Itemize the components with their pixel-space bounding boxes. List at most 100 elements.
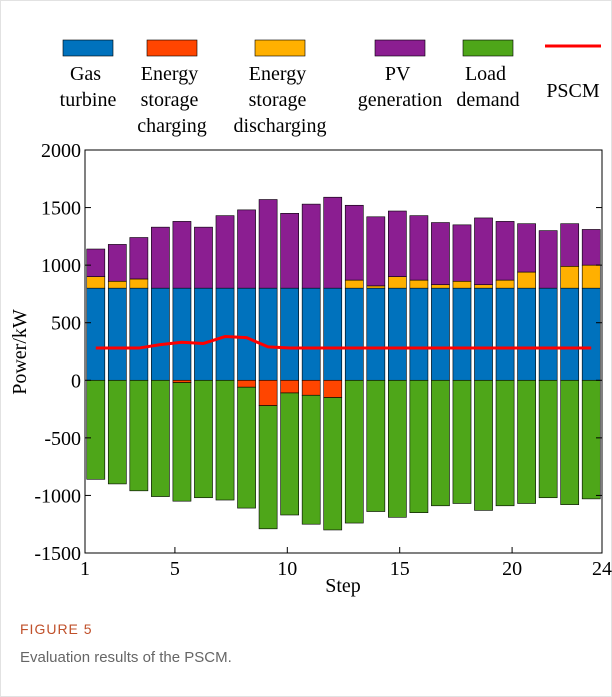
bar-segment bbox=[280, 392, 299, 516]
bar-segment bbox=[258, 199, 278, 289]
bar-segment bbox=[409, 379, 429, 513]
legend-label: Load demand bbox=[456, 63, 519, 111]
bar-segment bbox=[258, 405, 278, 530]
bar-segment bbox=[172, 379, 192, 383]
y-tick-label: 0 bbox=[71, 370, 81, 392]
legend-swatch bbox=[462, 39, 514, 57]
bar-segment bbox=[517, 271, 536, 289]
bar-segment bbox=[86, 248, 106, 277]
y-tick-label: 2000 bbox=[41, 140, 81, 162]
caption-label: FIGURE 5 bbox=[20, 621, 93, 637]
bar-segment bbox=[581, 379, 601, 500]
bar-segment bbox=[431, 287, 450, 381]
bar-segment bbox=[344, 204, 364, 281]
bar-segment bbox=[323, 287, 343, 381]
bar-segment bbox=[495, 279, 515, 289]
y-axis-label: Power/kW bbox=[9, 309, 31, 395]
bar-segment bbox=[495, 287, 515, 381]
legend-swatch bbox=[146, 39, 198, 57]
x-axis-label: Step bbox=[325, 575, 361, 597]
bar-segment bbox=[538, 287, 558, 381]
bar-segment bbox=[560, 223, 580, 267]
bar-segment bbox=[452, 224, 472, 282]
bar-segment bbox=[237, 287, 256, 381]
bar-segment bbox=[215, 215, 235, 289]
bar-segment bbox=[86, 379, 106, 480]
bar-segment bbox=[431, 284, 450, 289]
bar-segment bbox=[237, 386, 256, 509]
bar-segment bbox=[258, 287, 278, 381]
bar-segment bbox=[280, 379, 299, 394]
bar-segment bbox=[344, 279, 364, 289]
y-tick-label: 500 bbox=[51, 313, 81, 335]
bar-segment bbox=[107, 280, 127, 289]
bar-segment bbox=[194, 226, 213, 289]
bar-segment bbox=[301, 203, 321, 289]
bar-segment bbox=[409, 279, 429, 289]
legend-label: Energy storage charging bbox=[137, 63, 207, 137]
bar-segment bbox=[215, 379, 235, 501]
bar-segment bbox=[474, 287, 493, 381]
legend-label: Energy storage discharging bbox=[234, 63, 327, 137]
bar-segment bbox=[409, 287, 429, 381]
bar-segment bbox=[560, 265, 580, 289]
bar-segment bbox=[366, 285, 386, 289]
bar-segment bbox=[151, 226, 170, 289]
bar-segment bbox=[388, 287, 407, 381]
bar-segment bbox=[452, 287, 472, 381]
bar-segment bbox=[86, 276, 106, 289]
bar-segment bbox=[474, 284, 493, 289]
bar-segment bbox=[517, 287, 536, 381]
y-tick-label: -1500 bbox=[34, 543, 81, 565]
bar-segment bbox=[560, 287, 580, 381]
bar-segment bbox=[129, 379, 149, 492]
bar-segment bbox=[172, 221, 192, 289]
bar-segment bbox=[86, 287, 106, 381]
bar-segment bbox=[301, 287, 321, 381]
y-tick-label: 1000 bbox=[41, 255, 81, 277]
y-tick-label: -1000 bbox=[34, 485, 81, 507]
bar-segment bbox=[107, 379, 127, 485]
bar-segment bbox=[388, 276, 407, 289]
bar-segment bbox=[388, 379, 407, 518]
bar-segment bbox=[517, 223, 536, 273]
bar-segment bbox=[237, 209, 256, 289]
x-tick-label: 1 bbox=[80, 558, 90, 580]
bar-segment bbox=[194, 379, 213, 499]
bar-segment bbox=[560, 379, 580, 505]
x-tick-label: 10 bbox=[277, 558, 297, 580]
bar-segment bbox=[452, 280, 472, 289]
y-tick-label: -500 bbox=[44, 428, 81, 450]
bar-segment bbox=[215, 287, 235, 381]
legend-label: PV generation bbox=[358, 63, 442, 111]
bar-segment bbox=[107, 287, 127, 381]
bar-segment bbox=[151, 287, 170, 381]
bar-segment bbox=[172, 287, 192, 381]
bar-segment bbox=[258, 379, 278, 406]
bar-segment bbox=[107, 244, 127, 282]
legend-swatch bbox=[254, 39, 306, 57]
bar-segment bbox=[301, 394, 321, 525]
bar-segment bbox=[366, 379, 386, 512]
bar-segment bbox=[409, 215, 429, 281]
bar-segment bbox=[194, 287, 213, 381]
bar-segment bbox=[581, 229, 601, 266]
bar-segment bbox=[280, 213, 299, 289]
bar-segment bbox=[344, 379, 364, 524]
legend-swatch bbox=[62, 39, 114, 57]
bar-segment bbox=[581, 264, 601, 289]
bar-segment bbox=[237, 379, 256, 388]
bar-segment bbox=[474, 379, 493, 511]
bar-segment bbox=[323, 379, 343, 398]
bar-segment bbox=[280, 287, 299, 381]
caption: Evaluation results of the PSCM. bbox=[20, 649, 232, 666]
plot-frame bbox=[84, 149, 603, 554]
bar-segment bbox=[431, 222, 450, 286]
x-tick-label: 20 bbox=[502, 558, 522, 580]
bar-segment bbox=[388, 210, 407, 277]
bar-segment bbox=[129, 278, 149, 289]
bar-segment bbox=[581, 287, 601, 381]
bar-segment bbox=[495, 221, 515, 281]
bar-segment bbox=[366, 287, 386, 381]
